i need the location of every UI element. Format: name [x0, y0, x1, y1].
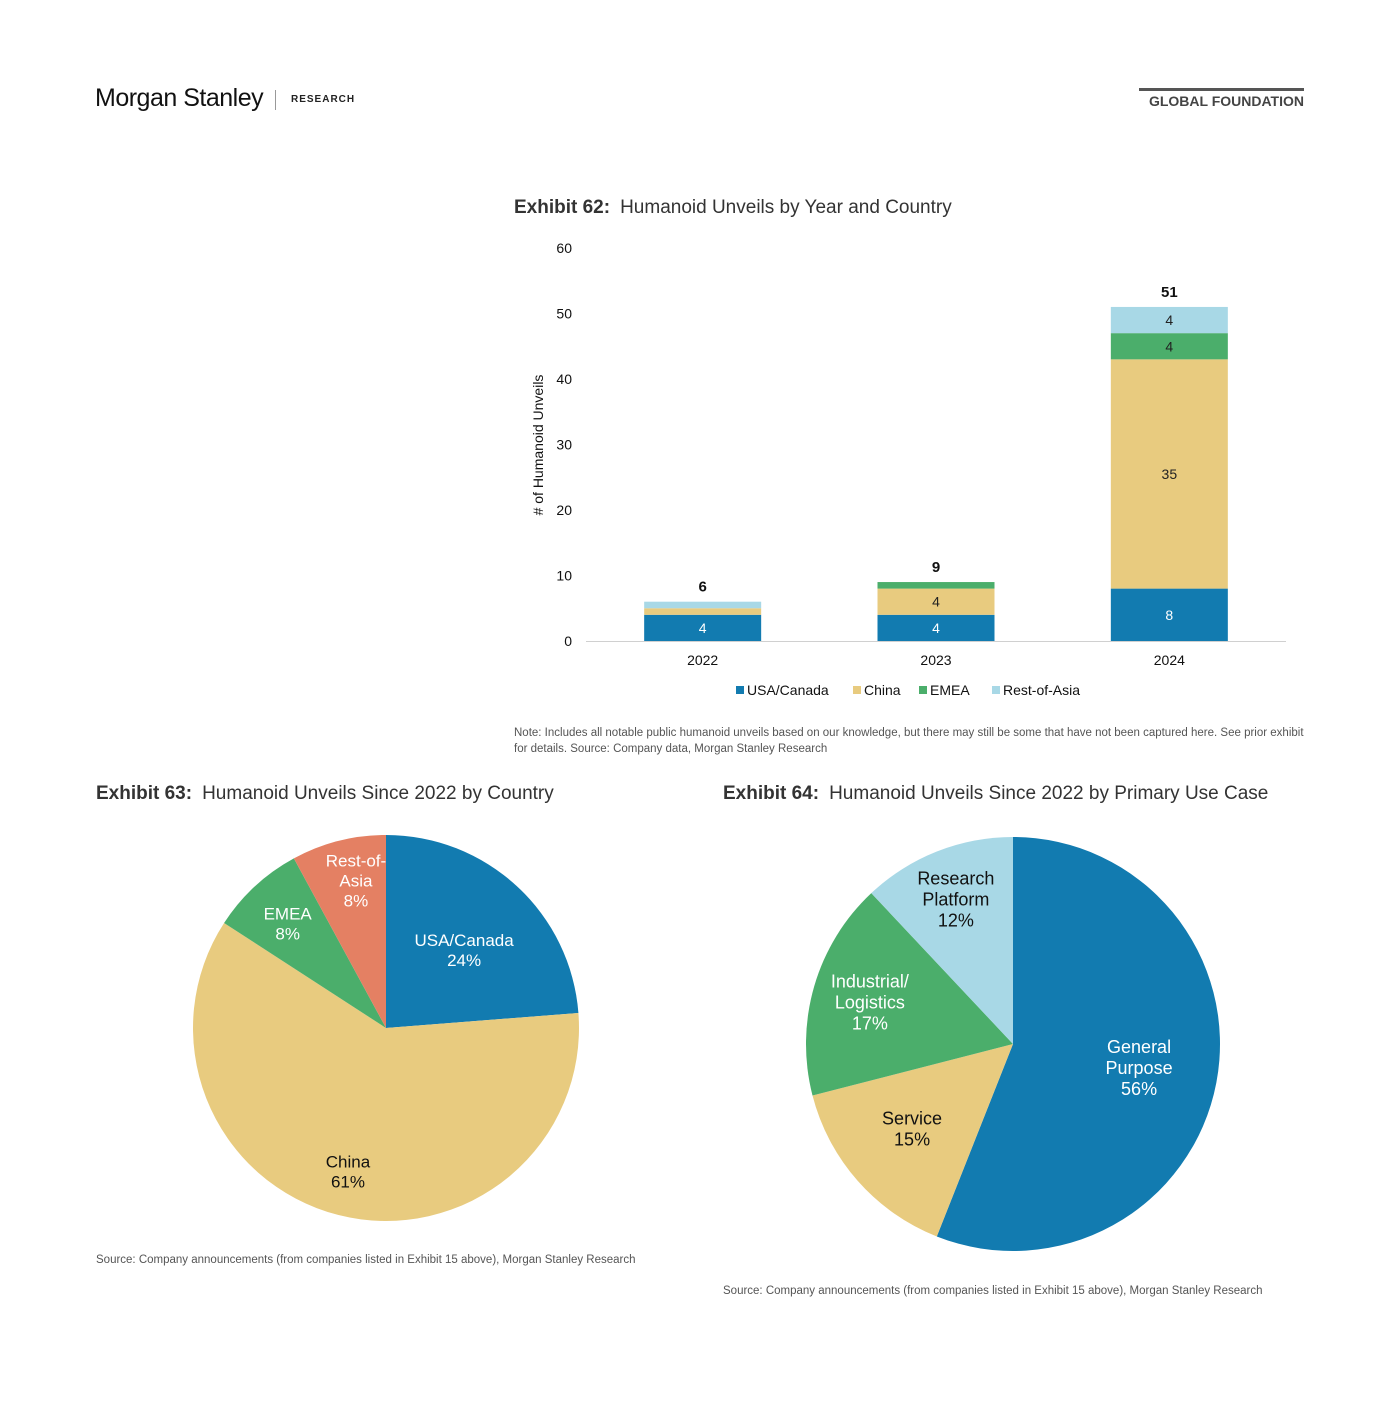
slice-label: Research Platform 12%	[917, 869, 994, 931]
bar-marks: 4 6 4 4 9 8 35 4 4 51	[644, 284, 1228, 641]
section-label: RESEARCH	[291, 94, 356, 105]
pie-slice	[192, 922, 579, 1221]
pie-slice	[386, 835, 579, 1028]
data-label: 4	[1165, 338, 1173, 354]
exhibit-62-title: Exhibit 62: Humanoid Unveils by Year and …	[514, 197, 952, 219]
series-label: GLOBAL FOUNDATION	[1148, 93, 1304, 109]
bar-segment	[1110, 333, 1228, 360]
pie-slice	[936, 837, 1220, 1251]
brand-logo: Morgan Stanley	[95, 84, 264, 112]
use-case-pie-chart: General Purpose 56% Service 15% Industrial/Lo…	[806, 837, 1220, 1251]
exhibit-64-title: Exhibit 64: Humanoid Unveils Since 2022 b…	[723, 783, 1268, 805]
y-tick-label: 20	[556, 502, 572, 518]
legend-label: USA/Canada	[747, 682, 829, 698]
total-label: 51	[1161, 284, 1178, 301]
data-label: 4	[699, 620, 707, 636]
slice-label: Industrial/Logistics 17%	[831, 971, 909, 1033]
legend-swatch	[992, 686, 1000, 694]
pie-slices: USA/Canada 24% China 61% EMEA 8% Rest-of-Asia 8…	[192, 835, 579, 1221]
bar-segment	[877, 582, 995, 589]
y-tick-label: 10	[556, 568, 572, 584]
exhibit-63-source: Source: Company announcements (from comp…	[96, 1254, 636, 1266]
y-tick-label: 60	[556, 240, 572, 256]
legend-item: EMEA	[919, 682, 970, 698]
x-tick-label: 2022	[687, 652, 718, 668]
y-axis-label: # of Humanoid Unveils	[530, 375, 546, 516]
y-tick-label: 40	[556, 371, 572, 387]
total-label: 9	[932, 559, 940, 576]
pie-slice	[224, 858, 386, 1028]
exhibit-62-note: Note: Includes all notable public humano…	[514, 727, 1304, 755]
pie-slices: General Purpose 56% Service 15% Industrial/Lo…	[806, 837, 1220, 1251]
slice-label: Service 15%	[882, 1108, 942, 1149]
bar-segment	[1110, 359, 1228, 589]
data-label: 8	[1165, 607, 1173, 623]
x-tick-label: 2024	[1154, 652, 1185, 668]
exhibit-64-label: Exhibit 64:	[723, 783, 820, 804]
legend-item: USA/Canada	[736, 682, 829, 698]
series-rule	[1139, 88, 1304, 91]
y-tick-label: 30	[556, 437, 572, 453]
legend-swatch	[736, 686, 744, 694]
total-label: 6	[698, 579, 706, 596]
data-label: 4	[932, 620, 940, 636]
exhibit-62-label: Exhibit 62:	[514, 197, 611, 218]
slice-label: EMEA 8%	[264, 905, 313, 944]
legend-item: China	[853, 682, 901, 698]
pie-slice	[293, 835, 386, 1028]
country-pie-chart: USA/Canada 24% China 61% EMEA 8% Rest-of-Asia 8…	[192, 835, 579, 1221]
bar-segment	[877, 614, 995, 641]
brand-divider	[275, 90, 276, 110]
y-tick-label: 0	[564, 633, 572, 649]
exhibit-62-heading: Humanoid Unveils by Year and Country	[620, 197, 952, 218]
data-label: 35	[1162, 466, 1178, 482]
legend-label: Rest-of-Asia	[1003, 682, 1080, 698]
slice-label: Rest-of-Asia 8%	[326, 851, 386, 910]
slice-label: China 61%	[326, 1153, 371, 1192]
bar-segment	[644, 608, 762, 615]
slice-label: General Purpose 56%	[1106, 1037, 1173, 1099]
pie-slice	[871, 837, 1013, 1044]
legend-item: Rest-of-Asia	[992, 682, 1080, 698]
bar-segment	[1110, 306, 1228, 334]
y-tick-label: 50	[556, 306, 572, 322]
exhibit-64-heading: Humanoid Unveils Since 2022 by Primary U…	[829, 783, 1269, 804]
pie-slice	[806, 893, 1013, 1096]
slice-label: USA/Canada 24%	[414, 931, 514, 970]
x-tick-label: 2023	[920, 652, 951, 668]
bar-segment	[644, 614, 762, 641]
legend-label: EMEA	[930, 682, 970, 698]
exhibit-63-title: Exhibit 63: Humanoid Unveils Since 2022 b…	[96, 783, 554, 805]
bar-segment	[1110, 588, 1228, 641]
legend-swatch	[853, 686, 861, 694]
data-label: 4	[1165, 312, 1173, 328]
legend-swatch	[919, 686, 927, 694]
data-label: 4	[932, 594, 940, 610]
pie-slice	[812, 1044, 1013, 1237]
x-axis: 2022 2023 2024	[687, 652, 1185, 668]
exhibit-64-source: Source: Company announcements (from comp…	[723, 1285, 1263, 1297]
exhibit-63-heading: Humanoid Unveils Since 2022 by Country	[202, 783, 554, 804]
y-axis: 0 10 20 30 40 50 60	[556, 240, 572, 649]
exhibit-63-label: Exhibit 63:	[96, 783, 193, 804]
bar-segment	[644, 601, 762, 609]
legend-label: China	[864, 682, 901, 698]
legend: USA/Canada China EMEA Rest-of-Asia	[736, 682, 1080, 698]
bar-segment	[877, 588, 995, 615]
